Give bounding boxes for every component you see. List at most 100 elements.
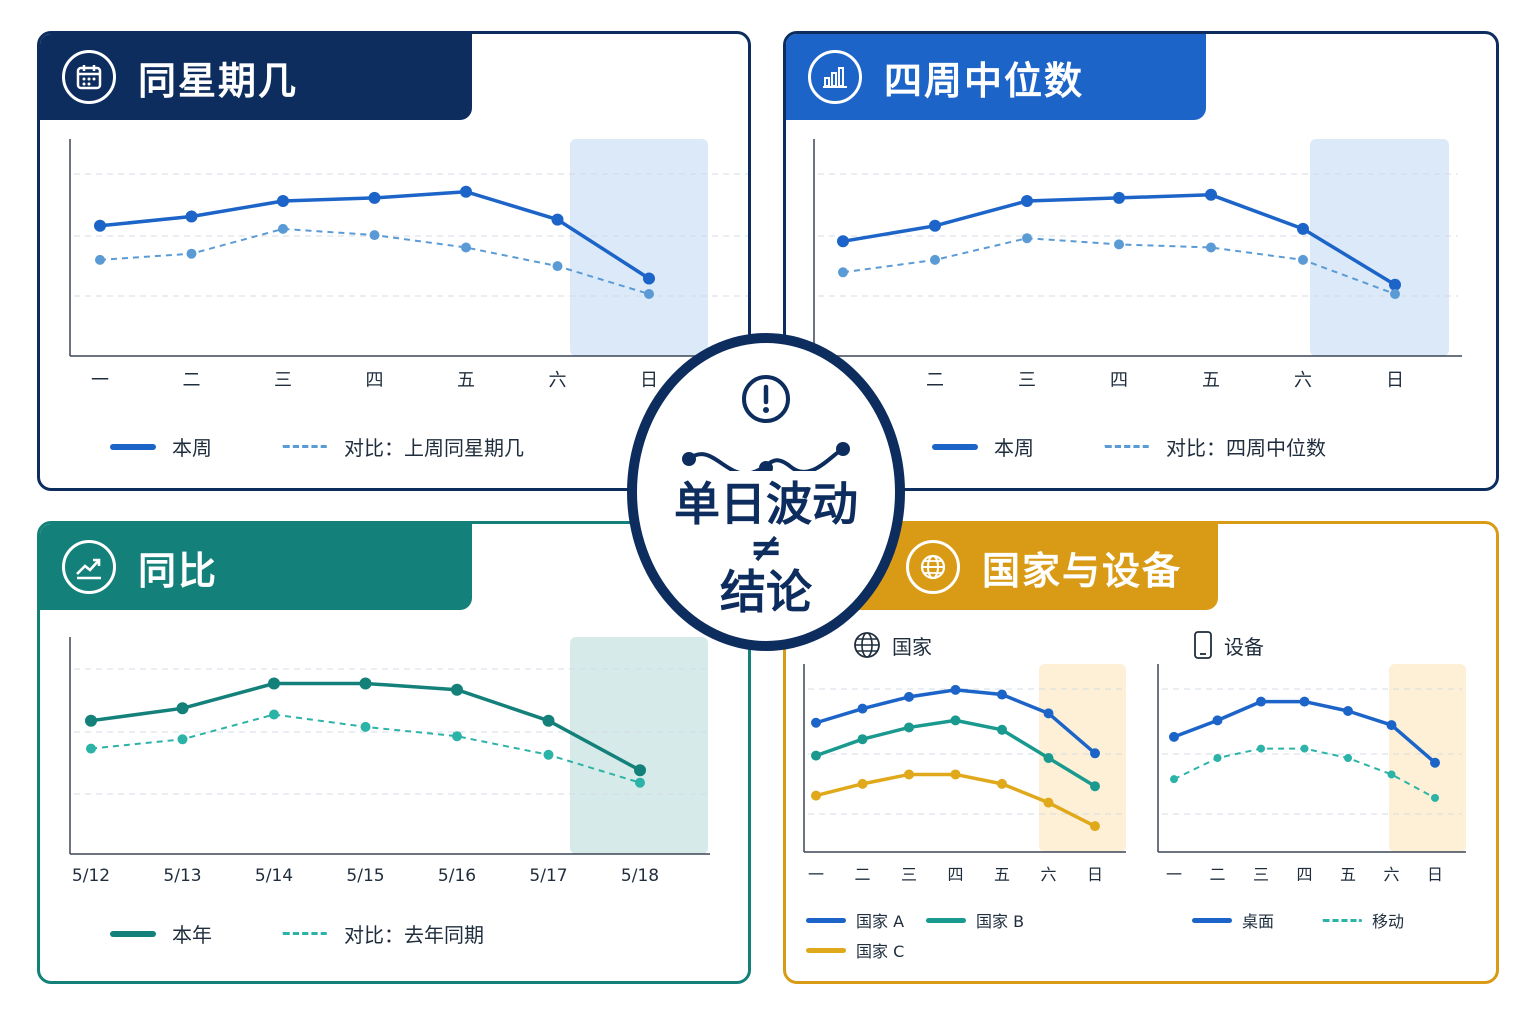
phone-icon [1192, 630, 1214, 660]
data-point [86, 743, 96, 754]
x-tick-label: 五 [457, 370, 475, 391]
legend-label: 对比：上周同星期几 [344, 436, 524, 460]
data-point [837, 235, 849, 248]
legend-item: 国家 C [806, 938, 904, 962]
line-chart: 5/12 5/13 5/14 5/15 5/16 5/17 5/18 [69, 637, 710, 886]
x-tick-label: 二 [1209, 865, 1225, 884]
data-point [543, 749, 554, 760]
data-point [929, 219, 941, 232]
legend-label: 国家 C [856, 942, 905, 961]
data-point [85, 714, 97, 727]
data-point [811, 790, 821, 801]
data-point [177, 734, 188, 745]
x-tick-label: 5/14 [255, 866, 293, 886]
x-tick-label: 三 [1253, 865, 1269, 884]
data-point [1299, 696, 1310, 707]
x-tick-label: 六 [1383, 865, 1399, 884]
x-tick-label: 五 [1340, 865, 1356, 884]
center-text-line3: 结论 [720, 565, 812, 619]
line-chart-device: 一二三四五六日 [1157, 664, 1466, 884]
x-tick-label: 三 [274, 370, 292, 391]
x-tick-label: 四 [1110, 370, 1128, 391]
legend-item: 桌面 [1192, 908, 1274, 932]
data-point [811, 717, 821, 728]
data-point [1300, 744, 1309, 753]
data-point [1090, 748, 1100, 759]
data-point [1090, 821, 1100, 832]
data-point [542, 714, 555, 727]
panel-country-device: 国家与设备 国家 设备 一 二 三 四 五 六 日 一 二 三 四 五 六 日 国家 A 国家 B 国家… [783, 521, 1499, 984]
data-point [1213, 754, 1222, 762]
data-point [461, 242, 471, 253]
x-tick-label: 二 [183, 370, 201, 391]
panel-yoy: 同比 5/12 5/13 5/14 5/15 5/16 5/17 5/18 本年 对比：去年… [37, 521, 751, 984]
data-point [1043, 753, 1054, 763]
data-point [176, 702, 189, 715]
data-point [277, 195, 289, 207]
panel-title: 国家与设备 [982, 548, 1183, 593]
data-point [997, 724, 1007, 735]
x-tick-label: 5/17 [529, 866, 567, 886]
data-point [1387, 770, 1396, 779]
legend-label: 本年 [172, 923, 212, 947]
x-tick-label: 5/15 [346, 866, 384, 886]
data-point [1043, 708, 1054, 719]
data-point [857, 734, 868, 745]
data-point [278, 223, 288, 234]
x-tick-label: 一 [91, 370, 109, 391]
data-point [1114, 239, 1124, 250]
center-badge: 单日波动 ≠ 结论 [627, 333, 905, 651]
data-point [1212, 715, 1223, 726]
data-point [904, 691, 914, 702]
legend-label: 本周 [172, 436, 212, 460]
data-point [186, 248, 197, 259]
x-tick-label: 日 [1087, 865, 1103, 884]
x-tick-label: 五 [1202, 370, 1220, 391]
data-point [997, 778, 1007, 789]
data-point [185, 210, 198, 223]
data-point [950, 769, 961, 780]
data-point [644, 289, 654, 299]
data-point [452, 731, 462, 742]
data-point [904, 722, 914, 733]
wave-alert-icon [682, 375, 850, 471]
panel-four-week-median: 四周中位数 二 三 四 五 六 日 本周 对比：四周中位数 [783, 31, 1499, 491]
data-point [1298, 254, 1308, 265]
x-tick-label: 三 [901, 865, 917, 884]
legend-label: 桌面 [1242, 912, 1275, 931]
data-point [904, 769, 914, 780]
data-point [460, 185, 472, 198]
data-point [1206, 242, 1216, 253]
data-point [551, 213, 564, 226]
x-tick-label: 四 [366, 370, 384, 391]
data-point [1256, 696, 1266, 707]
line-chart: 一二三四五六日 [69, 139, 748, 391]
bar-chart-icon [808, 50, 862, 104]
subchart-title-country: 国家 [852, 630, 932, 660]
data-point [359, 677, 372, 690]
data-point [811, 750, 821, 761]
weekend-highlight [1039, 664, 1126, 852]
legend-label: 对比：四周中位数 [1166, 436, 1326, 460]
data-point [1343, 706, 1353, 716]
panel-title: 同比 [138, 548, 219, 593]
legend: 本周 对比：上周同星期几 [110, 432, 594, 461]
data-point [1170, 775, 1178, 784]
data-point [634, 764, 646, 777]
data-point [369, 230, 380, 241]
panel-header: 同比 [40, 524, 472, 610]
weekend-highlight [1310, 139, 1449, 356]
panel-title: 四周中位数 [884, 58, 1085, 103]
data-point [1297, 222, 1309, 235]
panel-same-weekday: 同星期几 一 二 三 四 五 六 日 本周 对比：上周同星期几 [37, 31, 751, 491]
center-text-line1: 单日波动 [674, 477, 858, 531]
calendar-icon [62, 50, 116, 104]
legend-label: 对比：去年同期 [344, 923, 484, 947]
data-point [1386, 720, 1397, 731]
data-point [1022, 233, 1032, 244]
data-point [857, 778, 868, 789]
x-tick-label: 日 [1386, 370, 1404, 391]
data-point [368, 191, 381, 204]
globe-icon [852, 630, 882, 660]
data-point [1205, 188, 1217, 201]
